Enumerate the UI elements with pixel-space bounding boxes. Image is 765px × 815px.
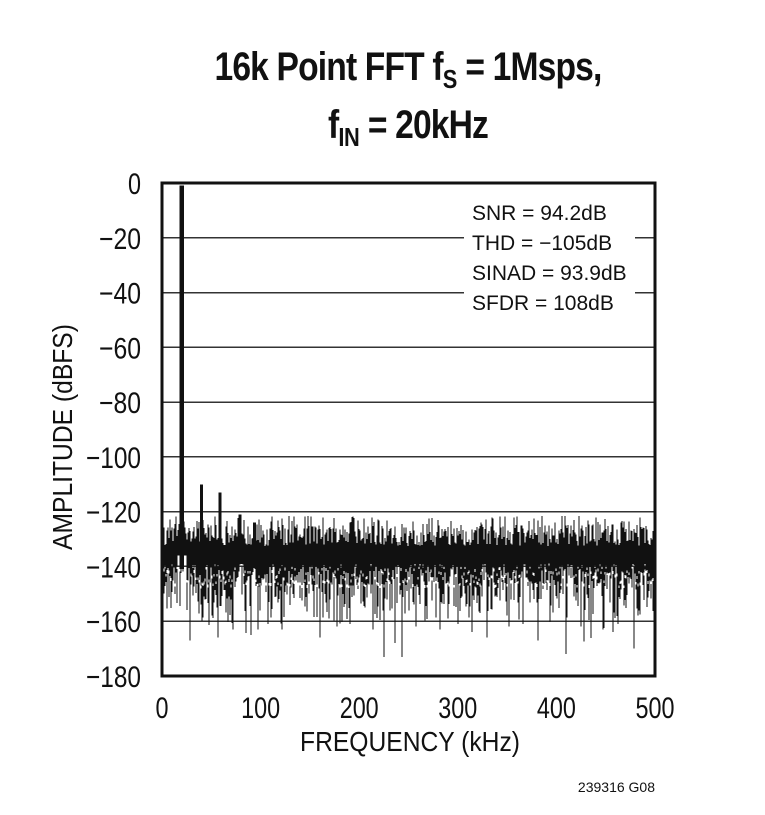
title-text: = 1Msps, [456, 45, 602, 89]
stat-thd: THD = −105dB [472, 232, 613, 255]
x-axis-label: FREQUENCY (kHz) [300, 726, 520, 757]
x-tick-labels: 0 100 200 300 400 500 [156, 692, 675, 725]
stat-sinad: SINAD = 93.9dB [472, 262, 627, 285]
spectral-peaks [179, 185, 257, 570]
svg-text:400: 400 [537, 692, 576, 725]
title-text: = 20kHz [359, 103, 489, 147]
chart-title: 16k Point FFT fS = 1Msps, fIN = 20kHz [108, 44, 708, 160]
y-axis-label: AMPLITUDE (dBFS) [47, 324, 78, 550]
svg-text:−80: −80 [99, 387, 141, 420]
chart-title-line-2: fIN = 20kHz [108, 102, 708, 160]
svg-text:0: 0 [128, 168, 141, 201]
noise-floor-series [162, 509, 655, 657]
title-subscript-fs: S [442, 64, 458, 94]
svg-text:−160: −160 [86, 606, 141, 639]
svg-text:500: 500 [636, 692, 675, 725]
title-text: 16k Point FFT f [214, 45, 443, 89]
svg-text:−60: −60 [99, 332, 141, 365]
title-text: f [327, 103, 339, 147]
svg-text:−100: −100 [86, 442, 141, 475]
plot-frame [160, 181, 657, 678]
svg-text:−140: −140 [86, 551, 141, 584]
title-subscript-fin: IN [338, 122, 360, 152]
figure-reference-code: 239316 G08 [577, 779, 655, 795]
stat-snr: SNR = 94.2dB [472, 202, 607, 225]
svg-text:100: 100 [241, 692, 280, 725]
svg-text:−120: −120 [86, 497, 141, 530]
svg-text:−40: −40 [99, 278, 141, 311]
measurement-stats-box: SNR = 94.2dB THD = −105dB SINAD = 93.9dB… [464, 198, 635, 321]
y-tick-labels: 0 −20 −40 −60 −80 −100 −120 −140 −160 −180 [86, 168, 141, 694]
svg-text:0: 0 [156, 692, 169, 725]
svg-text:200: 200 [340, 692, 379, 725]
chart-title-line-1: 16k Point FFT fS = 1Msps, [108, 44, 708, 102]
svg-text:300: 300 [438, 692, 477, 725]
svg-text:−20: −20 [99, 223, 141, 256]
stat-sfdr: SFDR = 108dB [472, 292, 614, 315]
svg-text:−180: −180 [86, 661, 141, 694]
